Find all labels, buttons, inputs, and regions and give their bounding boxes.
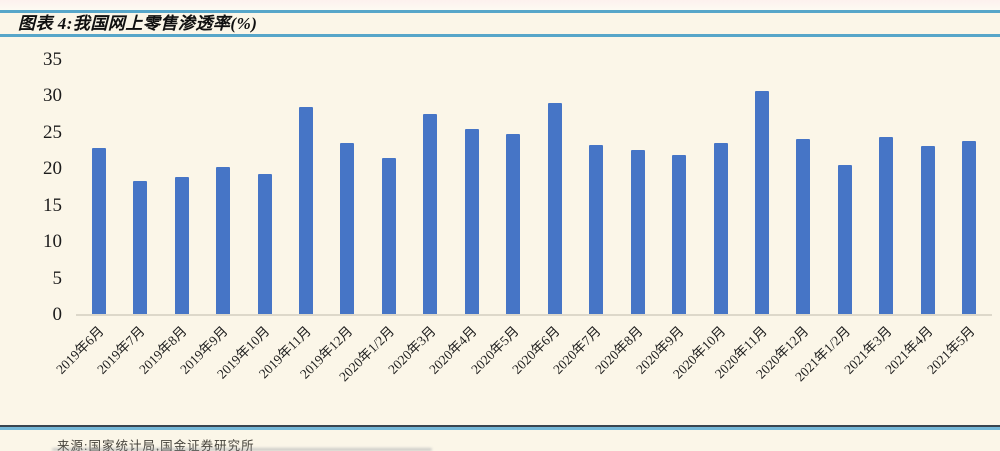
bar — [299, 106, 313, 315]
bar — [423, 113, 438, 315]
bar — [216, 167, 231, 315]
bar — [381, 158, 396, 315]
bar — [340, 143, 355, 315]
bar — [672, 154, 687, 315]
y-tick-label: 35 — [43, 49, 62, 70]
x-axis-line — [76, 314, 992, 316]
bar — [133, 180, 148, 315]
bar — [755, 91, 769, 315]
bar — [589, 144, 604, 315]
bar — [174, 176, 189, 315]
bar — [796, 138, 811, 315]
bar — [91, 148, 106, 315]
footer-light-rule — [0, 427, 1000, 430]
bar — [630, 150, 645, 315]
bar — [464, 129, 479, 315]
y-tick-label: 10 — [43, 231, 62, 253]
bottom-artifact — [52, 448, 432, 451]
y-tick-label: 5 — [52, 267, 63, 289]
bar — [920, 145, 935, 315]
title-bottom-rule — [0, 34, 1000, 37]
y-tick-label: 20 — [43, 158, 62, 180]
y-tick-label: 25 — [43, 121, 62, 143]
bar — [713, 143, 728, 315]
footer-dark-rule — [0, 425, 1000, 427]
y-tick-label: 0 — [52, 304, 63, 325]
y-tick-label: 15 — [43, 194, 62, 216]
source-note: 来源:国家统计局,国金证券研究所 — [57, 439, 255, 451]
plot-area — [78, 60, 990, 315]
y-tick-label: 30 — [43, 85, 62, 107]
page-top-edge — [0, 0, 1000, 10]
bar — [257, 174, 272, 315]
title-top-rule — [0, 10, 1000, 13]
chart-title: 图表 4:我国网上零售渗透率(%) — [18, 14, 258, 33]
bar — [962, 140, 977, 315]
bar — [506, 133, 521, 315]
bar — [547, 103, 562, 315]
bar — [837, 164, 852, 315]
bar — [879, 137, 894, 315]
x-axis: 2019年6月 2019年7月 2019年8月 2019年9月 2019年10月 2019… — [53, 315, 990, 427]
y-axis: 0 5 10 15 20 25 30 35 — [0, 50, 68, 325]
